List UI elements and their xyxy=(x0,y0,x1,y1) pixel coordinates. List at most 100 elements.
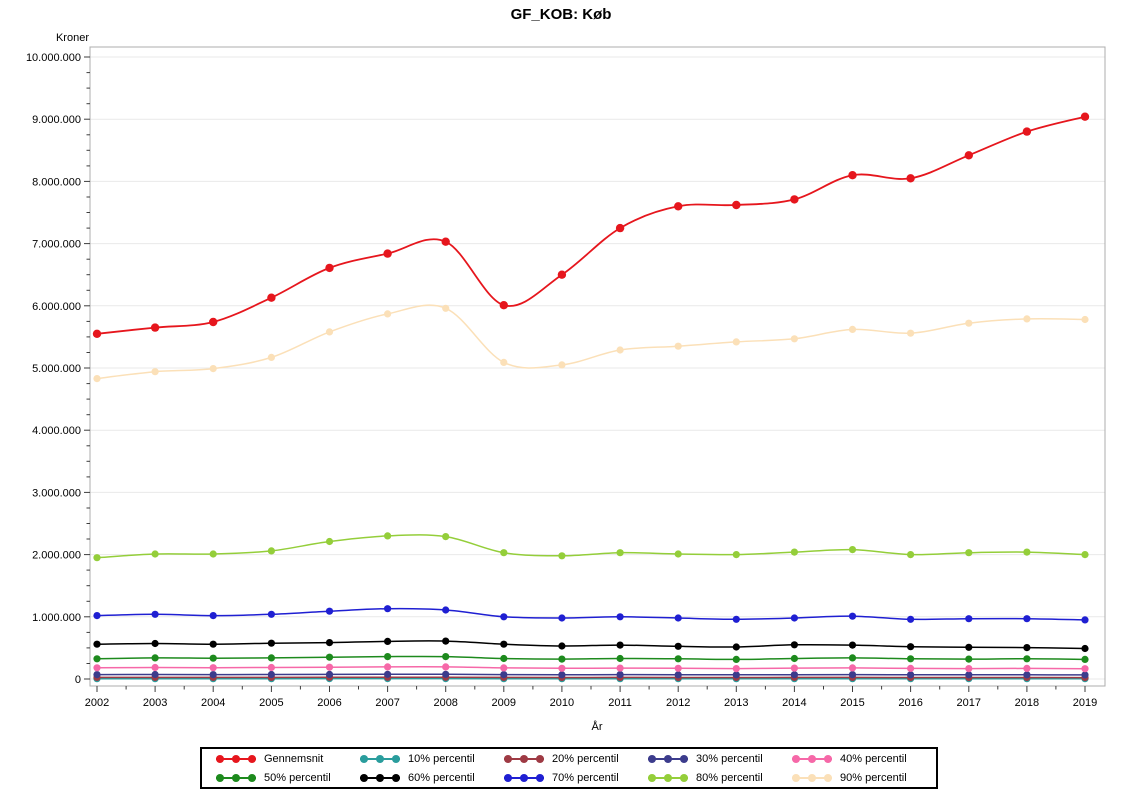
data-point xyxy=(267,663,275,672)
legend-entry: 80% percentil xyxy=(646,772,790,784)
data-point xyxy=(732,643,740,651)
data-point xyxy=(500,671,508,679)
data-point xyxy=(267,547,275,555)
gridlines xyxy=(90,56,1105,680)
data-point xyxy=(732,615,740,623)
data-point xyxy=(441,237,450,246)
data-point xyxy=(732,551,740,559)
data-point xyxy=(790,195,799,204)
data-point xyxy=(907,655,915,663)
data-point xyxy=(209,654,217,662)
x-tick-label: 2015 xyxy=(840,697,864,709)
legend-marker-icon xyxy=(504,773,544,782)
chart-title: GF_KOB: Køb xyxy=(510,6,612,23)
data-point xyxy=(732,655,740,664)
y-tick-label: 1.000.000 xyxy=(32,612,81,624)
data-point xyxy=(325,653,334,661)
data-point xyxy=(907,664,915,673)
data-point xyxy=(558,642,566,650)
data-point xyxy=(93,664,101,672)
data-point xyxy=(1081,644,1089,653)
series-line xyxy=(96,673,1086,676)
legend-label: 10% percentil xyxy=(408,752,475,765)
series-60-percentil xyxy=(93,637,1089,653)
data-point xyxy=(732,671,740,679)
data-point xyxy=(384,663,392,671)
data-point xyxy=(1023,615,1031,623)
data-point xyxy=(674,550,682,558)
x-tick-label: 2009 xyxy=(492,697,516,709)
y-tick-label: 10.000.000 xyxy=(26,52,81,64)
y-tick-label: 7.000.000 xyxy=(32,239,81,251)
data-point xyxy=(790,664,799,672)
data-point xyxy=(1081,655,1089,664)
x-tick-label: 2010 xyxy=(550,697,574,709)
series-40-percentil xyxy=(93,663,1089,673)
legend-entry: 20% percentil xyxy=(502,753,646,765)
data-point xyxy=(965,655,973,663)
data-point xyxy=(848,612,857,620)
data-point xyxy=(674,202,683,211)
x-tick-label: 2011 xyxy=(608,697,632,709)
legend-marker-icon xyxy=(792,754,832,763)
data-point xyxy=(558,361,566,369)
data-point xyxy=(500,613,508,621)
data-point xyxy=(325,670,334,679)
x-axis-title: År xyxy=(592,720,603,733)
data-point xyxy=(1081,315,1089,324)
data-point xyxy=(151,550,159,558)
legend-label: 80% percentil xyxy=(696,771,763,784)
data-point xyxy=(558,664,566,672)
x-tick-label: 2005 xyxy=(259,697,283,709)
data-point xyxy=(93,671,101,679)
data-point xyxy=(616,613,624,621)
data-point xyxy=(209,317,218,327)
data-point xyxy=(907,671,915,679)
x-tick-label: 2016 xyxy=(898,697,922,709)
plot-frame-border xyxy=(89,46,1106,687)
x-tick-label: 2004 xyxy=(201,697,225,709)
y-axis-unit-label: Kroner xyxy=(56,32,89,44)
series-layer xyxy=(92,112,1090,683)
legend-marker-icon xyxy=(504,754,544,763)
data-point xyxy=(267,639,275,647)
legend-entry: 40% percentil xyxy=(790,753,934,765)
data-point xyxy=(558,552,566,560)
data-point xyxy=(500,664,508,672)
data-point xyxy=(732,338,740,346)
data-point xyxy=(848,664,857,672)
data-point xyxy=(558,671,566,679)
y-tick-label: 0 xyxy=(75,674,81,686)
series-gennemsnit xyxy=(92,112,1090,338)
data-point xyxy=(500,549,508,557)
x-tick-label: 2008 xyxy=(433,697,457,709)
legend-label: 30% percentil xyxy=(696,752,763,765)
data-point xyxy=(965,643,973,651)
data-point xyxy=(848,654,857,662)
data-point xyxy=(209,640,217,648)
data-point xyxy=(674,614,682,622)
x-tick-label: 2003 xyxy=(143,697,167,709)
data-point xyxy=(384,532,392,540)
data-point xyxy=(209,664,217,672)
data-point xyxy=(1023,644,1031,652)
legend-label: 60% percentil xyxy=(408,771,475,784)
data-point xyxy=(616,664,624,672)
x-tick-label: 2013 xyxy=(724,697,748,709)
legend-entry: 90% percentil xyxy=(790,772,934,784)
data-point xyxy=(965,549,973,557)
data-point xyxy=(267,670,275,679)
data-point xyxy=(616,654,624,663)
data-point xyxy=(209,365,217,373)
data-point xyxy=(674,342,682,350)
data-point xyxy=(442,304,450,312)
legend-label: 90% percentil xyxy=(840,771,907,784)
series-line xyxy=(96,666,1086,670)
data-point xyxy=(1081,551,1089,559)
data-point xyxy=(964,151,973,160)
legend-entry: 50% percentil xyxy=(214,772,358,784)
y-tick-label: 8.000.000 xyxy=(32,176,81,188)
data-point xyxy=(1081,665,1089,673)
x-tick-label: 2012 xyxy=(666,697,690,709)
data-point xyxy=(557,270,567,279)
